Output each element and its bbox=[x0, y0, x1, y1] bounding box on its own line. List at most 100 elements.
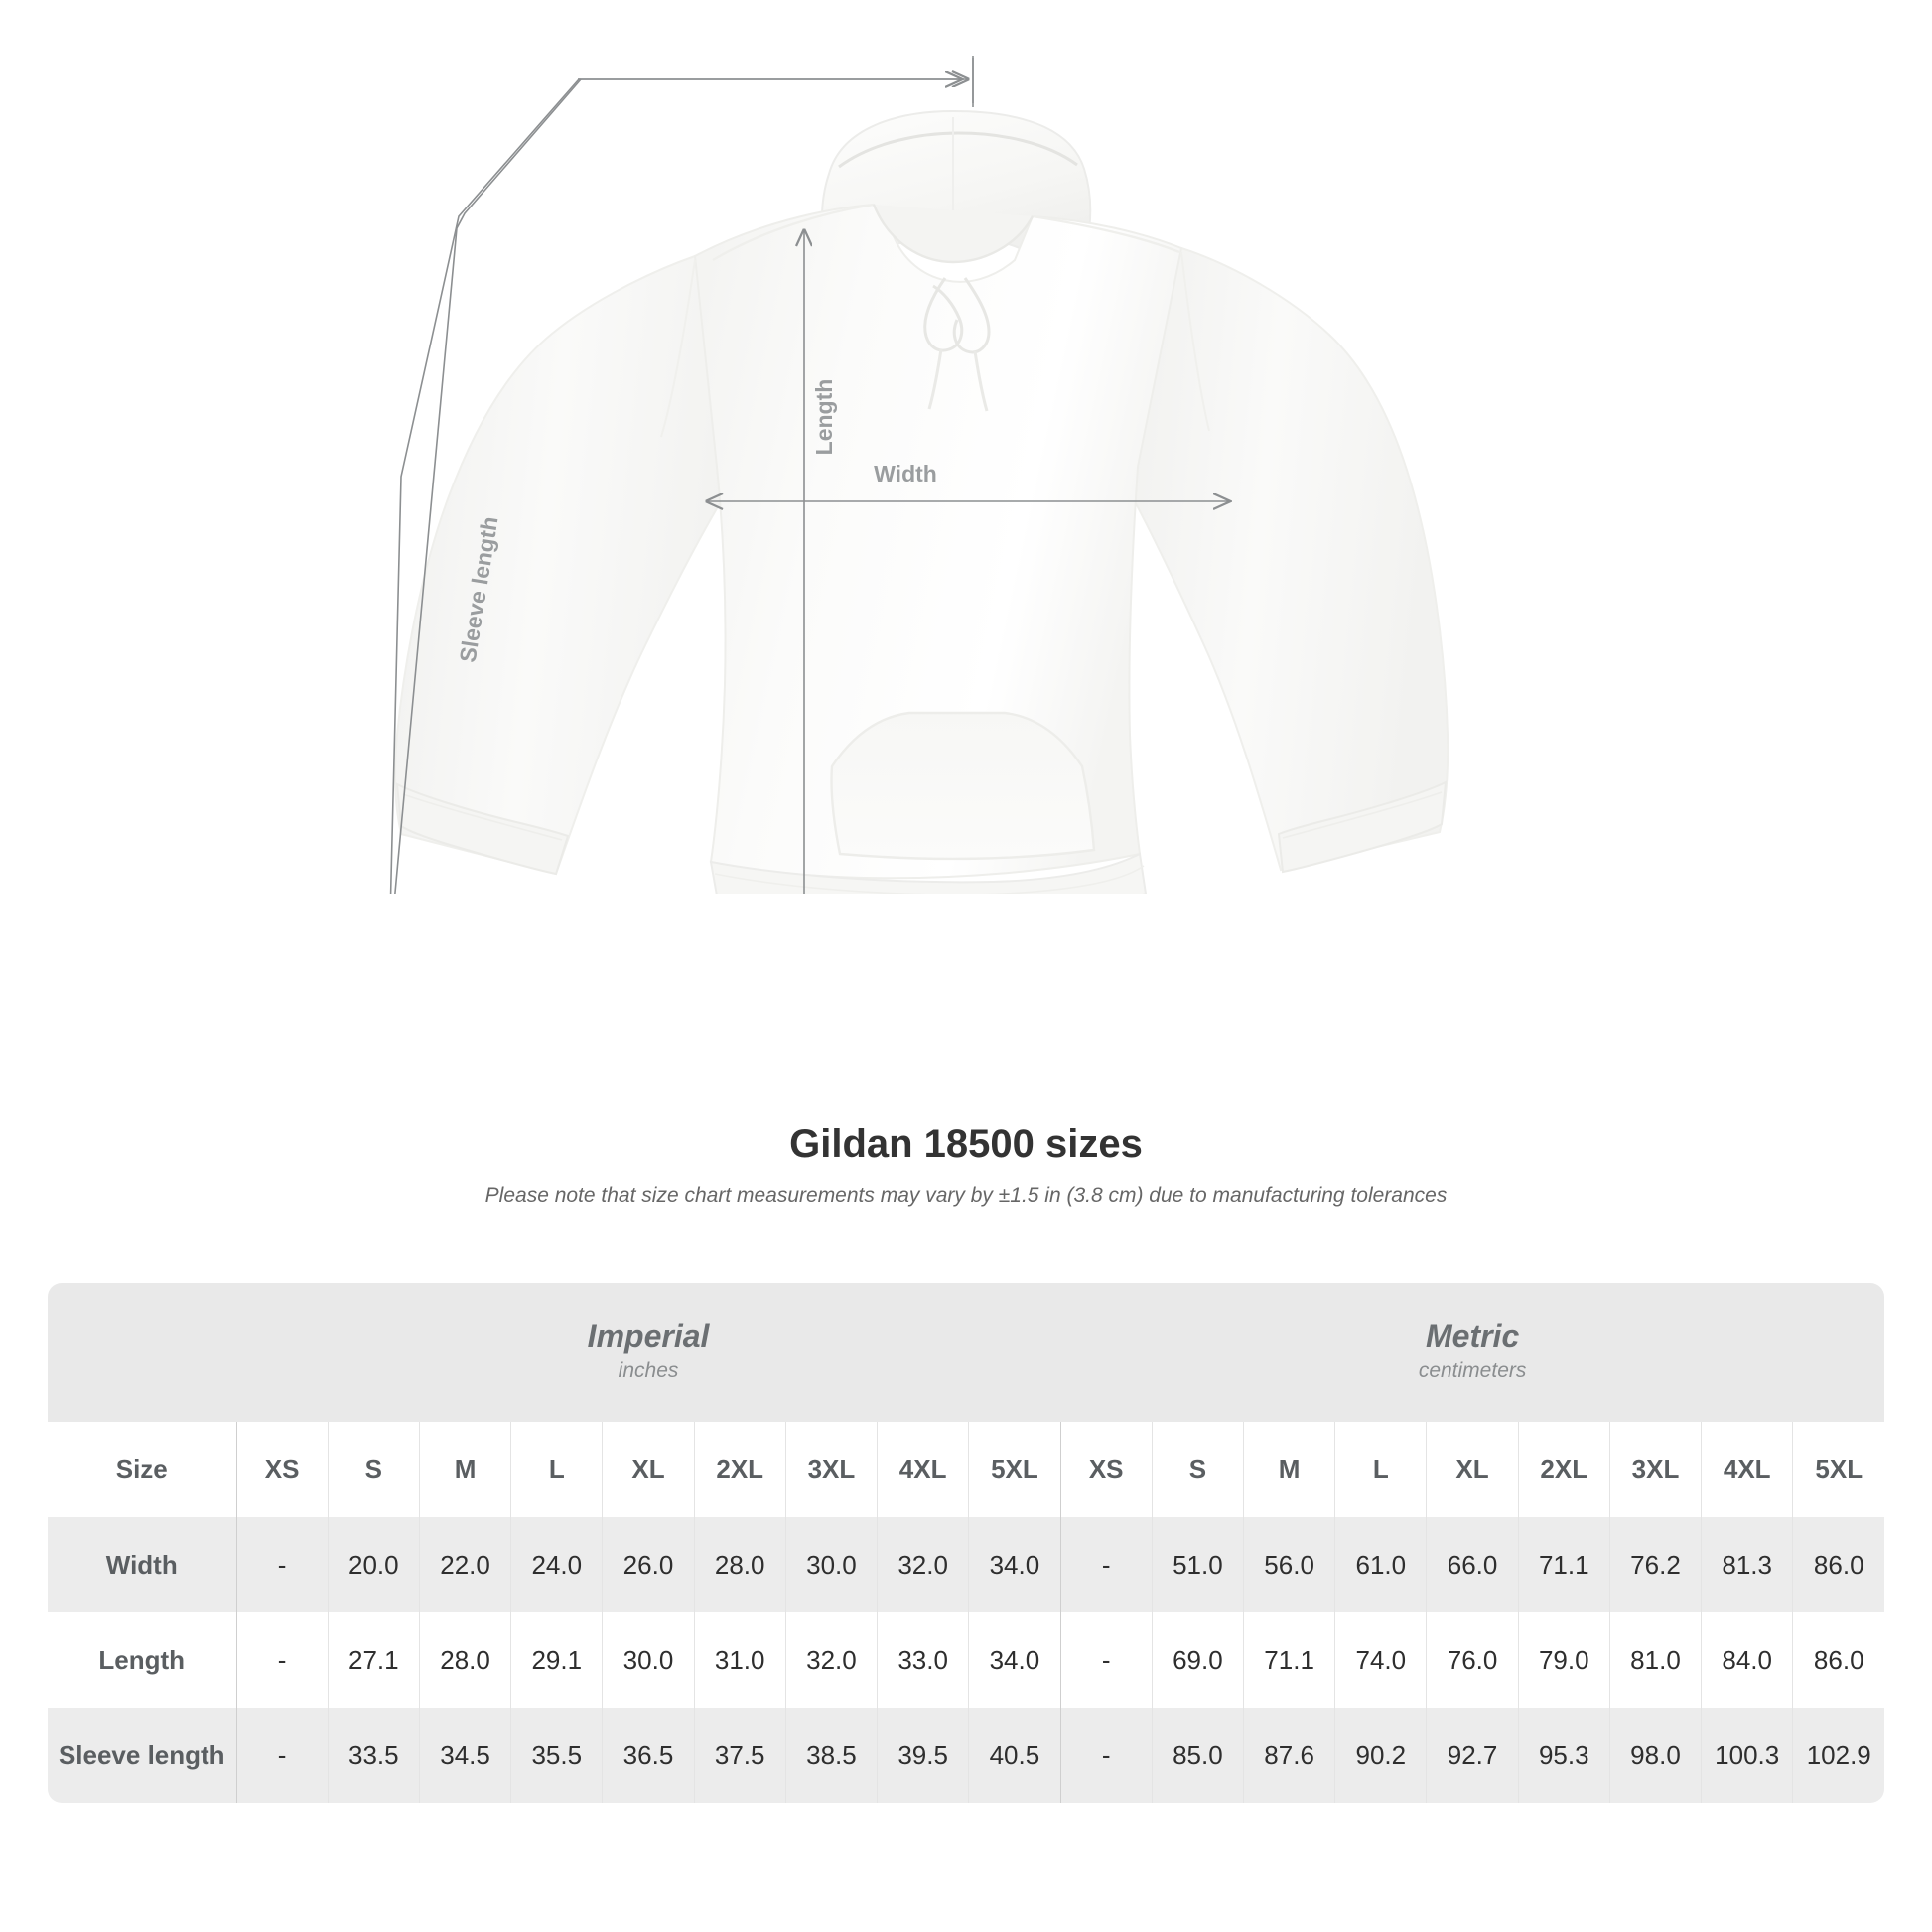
table-row: Length -27.1 28.0 29.1 30.0 31.0 32.0 33.0 34.0-… bbox=[48, 1612, 1885, 1708]
cell-width-metric-5xl: 86.0 bbox=[1792, 1517, 1885, 1612]
cell-length-imperial-3xl: 32.0 bbox=[784, 1612, 878, 1708]
hoodie-illustration bbox=[393, 109, 1449, 894]
unit-header-imperial: Imperial inches bbox=[236, 1283, 1061, 1422]
cell-sleeve-length-metric-xs: - bbox=[1059, 1708, 1153, 1803]
cell-length-imperial-4xl: 33.0 bbox=[877, 1612, 969, 1708]
cell-length-metric-5xl: 86.0 bbox=[1792, 1612, 1885, 1708]
unit-header-row: Imperial inches Metric centimeters bbox=[48, 1283, 1885, 1422]
cell-length-metric-l: 74.0 bbox=[1334, 1612, 1427, 1708]
garment-measurement-diagram: Length Width Sleeve length bbox=[0, 0, 1932, 894]
cell-sleeve-length-metric-2xl: 95.3 bbox=[1517, 1708, 1610, 1803]
cell-sleeve-length-metric-3xl: 98.0 bbox=[1608, 1708, 1702, 1803]
cell-sleeve-length-imperial-5xl: 40.5 bbox=[968, 1708, 1061, 1803]
size-table-container: Imperial inches Metric centimeters Size XS S M L… bbox=[48, 1283, 1885, 1803]
size-col-metric-3xl[interactable]: 3XL bbox=[1608, 1422, 1702, 1517]
size-col-metric-5xl[interactable]: 5XL bbox=[1792, 1422, 1885, 1517]
size-col-imperial-5xl[interactable]: 5XL bbox=[968, 1422, 1061, 1517]
unit-header-metric: Metric centimeters bbox=[1060, 1283, 1885, 1422]
width-label: Width bbox=[874, 461, 937, 486]
cell-length-imperial-5xl: 34.0 bbox=[968, 1612, 1061, 1708]
cell-sleeve-length-imperial-3xl: 38.5 bbox=[784, 1708, 878, 1803]
cell-width-imperial-3xl: 30.0 bbox=[784, 1517, 878, 1612]
cell-sleeve-length-imperial-s: 33.5 bbox=[327, 1708, 420, 1803]
guide-overlay bbox=[394, 56, 974, 894]
unit-name: Metric bbox=[1425, 1317, 1520, 1354]
row-header-width: Width bbox=[48, 1517, 236, 1612]
cell-width-imperial-s: 20.0 bbox=[327, 1517, 420, 1612]
size-col-imperial-2xl[interactable]: 2XL bbox=[693, 1422, 786, 1517]
cell-sleeve-length-imperial-2xl: 37.5 bbox=[693, 1708, 786, 1803]
cell-width-metric-3xl: 76.2 bbox=[1608, 1517, 1702, 1612]
size-col-imperial-xl[interactable]: XL bbox=[602, 1422, 695, 1517]
cell-width-metric-2xl: 71.1 bbox=[1517, 1517, 1610, 1612]
size-col-imperial-4xl[interactable]: 4XL bbox=[877, 1422, 969, 1517]
size-col-metric-xs[interactable]: XS bbox=[1059, 1422, 1153, 1517]
cell-width-imperial-xl: 26.0 bbox=[602, 1517, 695, 1612]
cell-length-metric-m: 71.1 bbox=[1242, 1612, 1335, 1708]
cell-sleeve-length-imperial-xl: 36.5 bbox=[602, 1708, 695, 1803]
row-header-length: Length bbox=[48, 1612, 236, 1708]
size-col-imperial-3xl[interactable]: 3XL bbox=[784, 1422, 878, 1517]
size-col-imperial-l[interactable]: L bbox=[510, 1422, 603, 1517]
cell-width-metric-xs: - bbox=[1059, 1517, 1153, 1612]
size-col-imperial-xs[interactable]: XS bbox=[235, 1422, 329, 1517]
cell-width-metric-s: 51.0 bbox=[1151, 1517, 1244, 1612]
size-col-metric-s[interactable]: S bbox=[1151, 1422, 1244, 1517]
size-col-imperial-s[interactable]: S bbox=[327, 1422, 420, 1517]
unit-header-corner bbox=[48, 1283, 236, 1422]
cell-sleeve-length-imperial-l: 35.5 bbox=[510, 1708, 603, 1803]
cell-width-metric-m: 56.0 bbox=[1242, 1517, 1335, 1612]
cell-sleeve-length-imperial-xs: - bbox=[235, 1708, 329, 1803]
size-col-metric-2xl[interactable]: 2XL bbox=[1517, 1422, 1610, 1517]
sleeve-diagonal-upper bbox=[456, 78, 582, 229]
cell-length-imperial-xl: 30.0 bbox=[602, 1612, 695, 1708]
unit-sub: inches bbox=[618, 1358, 679, 1382]
cell-width-imperial-m: 22.0 bbox=[418, 1517, 511, 1612]
sleeve-diagonal-lower bbox=[394, 227, 458, 894]
cell-length-metric-3xl: 81.0 bbox=[1608, 1612, 1702, 1708]
cell-width-imperial-xs: - bbox=[235, 1517, 329, 1612]
cell-sleeve-length-imperial-m: 34.5 bbox=[418, 1708, 511, 1803]
size-col-metric-xl[interactable]: XL bbox=[1426, 1422, 1519, 1517]
length-label: Length bbox=[811, 379, 837, 456]
cell-length-imperial-2xl: 31.0 bbox=[693, 1612, 786, 1708]
cell-length-metric-xl: 76.0 bbox=[1426, 1612, 1519, 1708]
cell-length-metric-2xl: 79.0 bbox=[1517, 1612, 1610, 1708]
unit-name: Imperial bbox=[587, 1317, 710, 1354]
cell-length-imperial-m: 28.0 bbox=[418, 1612, 511, 1708]
cell-width-metric-xl: 66.0 bbox=[1426, 1517, 1519, 1612]
page-title: Gildan 18500 sizes bbox=[789, 1122, 1143, 1166]
cell-length-imperial-s: 27.1 bbox=[327, 1612, 420, 1708]
cell-sleeve-length-metric-l: 90.2 bbox=[1334, 1708, 1427, 1803]
size-header-row: Size XS S M L XL 2XL 3XL 4XL 5XL XS S M L XL 2XL 3XL 4XL 5… bbox=[48, 1422, 1885, 1517]
table-row: Sleeve length -33.5 34.5 35.5 36.5 37.5 38.5 39… bbox=[48, 1708, 1885, 1803]
size-col-metric-l[interactable]: L bbox=[1334, 1422, 1427, 1517]
cell-length-metric-s: 69.0 bbox=[1151, 1612, 1244, 1708]
size-col-metric-m[interactable]: M bbox=[1242, 1422, 1335, 1517]
table-row: Width -20.0 22.0 24.0 26.0 28.0 30.0 32.0 34.0-5… bbox=[48, 1517, 1885, 1612]
cell-sleeve-length-metric-s: 85.0 bbox=[1151, 1708, 1244, 1803]
size-col-metric-4xl[interactable]: 4XL bbox=[1701, 1422, 1793, 1517]
size-col-imperial-m[interactable]: M bbox=[418, 1422, 511, 1517]
cell-width-metric-4xl: 81.3 bbox=[1701, 1517, 1793, 1612]
cell-length-imperial-xs: - bbox=[235, 1612, 329, 1708]
cell-sleeve-length-metric-5xl: 102.9 bbox=[1792, 1708, 1885, 1803]
cell-width-imperial-2xl: 28.0 bbox=[693, 1517, 786, 1612]
cell-sleeve-length-metric-4xl: 100.3 bbox=[1701, 1708, 1793, 1803]
cell-sleeve-length-metric-xl: 92.7 bbox=[1426, 1708, 1519, 1803]
unit-sub: centimeters bbox=[1418, 1358, 1527, 1382]
size-chart-table: Imperial inches Metric centimeters Size XS S M L… bbox=[48, 1283, 1885, 1803]
cell-length-imperial-l: 29.1 bbox=[510, 1612, 603, 1708]
row-header-sleeve-length: Sleeve length bbox=[48, 1708, 236, 1803]
cell-width-imperial-l: 24.0 bbox=[510, 1517, 603, 1612]
cell-width-imperial-5xl: 34.0 bbox=[968, 1517, 1061, 1612]
cell-sleeve-length-imperial-4xl: 39.5 bbox=[877, 1708, 969, 1803]
title-block: Gildan 18500 sizes Please note that size… bbox=[0, 1122, 1932, 1208]
cell-width-metric-l: 61.0 bbox=[1334, 1517, 1427, 1612]
cell-length-metric-xs: - bbox=[1059, 1612, 1153, 1708]
size-header-label: Size bbox=[48, 1422, 236, 1517]
tolerance-note: Please note that size chart measurements… bbox=[484, 1184, 1448, 1207]
cell-width-imperial-4xl: 32.0 bbox=[877, 1517, 969, 1612]
cell-sleeve-length-metric-m: 87.6 bbox=[1242, 1708, 1335, 1803]
